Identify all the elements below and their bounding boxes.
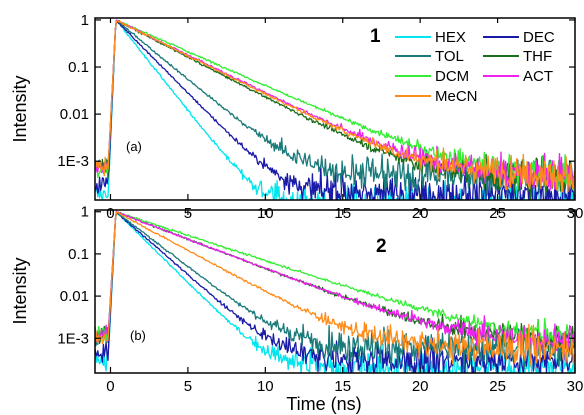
legend-label-tol: TOL xyxy=(435,48,464,65)
series-line-a-hex xyxy=(95,20,575,200)
y-tick-label-b-3: 1E-3 xyxy=(57,330,89,347)
y-tick-label-a-1: 0.1 xyxy=(68,59,89,76)
y-tick-label-a-3: 1E-3 xyxy=(57,153,89,170)
series-line-a-tol xyxy=(95,19,575,197)
series-line-a-mecn xyxy=(95,20,575,193)
x-tick-label-b-4: 20 xyxy=(412,378,429,395)
x-tick-label-b-0: 0 xyxy=(106,378,114,395)
x-tick-label-b-5: 25 xyxy=(489,378,506,395)
series-line-b-tol xyxy=(95,211,575,371)
y-tick-label-b-0: 1 xyxy=(81,204,89,221)
panel-label-a: (a) xyxy=(126,139,142,154)
panel-label-b: (b) xyxy=(130,328,146,343)
series-group-b xyxy=(95,210,575,373)
y-tick-label-a-0: 1 xyxy=(81,12,89,29)
series-line-b-dcm xyxy=(95,210,575,350)
x-tick-label-b-2: 10 xyxy=(257,378,274,395)
y-tick-label-b-1: 0.1 xyxy=(68,246,89,263)
panel-b: 1 0.1 0.01 1E-3 0 5 10 15 20 25 30 Intensity Time… xyxy=(10,204,583,414)
legend-label-hex: HEX xyxy=(435,29,466,46)
panel-number-a: 1 xyxy=(370,26,381,47)
series-group-a xyxy=(95,19,575,200)
x-axis-label: Time (ns) xyxy=(286,394,361,414)
y-axis-label-a: Intensity xyxy=(10,75,30,142)
legend: HEX DEC TOL THF DCM ACT MeCN xyxy=(395,29,555,105)
y-tick-label-a-2: 0.01 xyxy=(60,106,89,123)
x-tick-label-b-1: 5 xyxy=(184,378,192,395)
legend-label-dcm: DCM xyxy=(435,68,469,85)
y-ticks-a: 1 0.1 0.01 1E-3 xyxy=(57,12,575,170)
y-ticks-b: 1 0.1 0.01 1E-3 xyxy=(57,204,575,347)
legend-label-dec: DEC xyxy=(523,29,555,46)
x-ticks-b: 0 5 10 15 20 25 30 xyxy=(106,210,583,395)
x-tick-label-b-3: 15 xyxy=(334,378,351,395)
legend-label-mecn: MeCN xyxy=(435,88,478,105)
legend-label-act: ACT xyxy=(523,68,553,85)
legend-label-thf: THF xyxy=(523,48,552,65)
plot-frame-b xyxy=(94,209,576,374)
panel-number-b: 2 xyxy=(376,236,387,257)
series-line-b-act xyxy=(95,210,575,355)
x-tick-label-b-6: 30 xyxy=(567,378,584,395)
plot-frame-a xyxy=(94,17,576,201)
y-axis-label-b: Intensity xyxy=(10,257,30,324)
series-line-a-dec xyxy=(95,19,575,200)
series-line-b-mecn xyxy=(95,211,575,368)
y-tick-label-b-2: 0.01 xyxy=(60,288,89,305)
